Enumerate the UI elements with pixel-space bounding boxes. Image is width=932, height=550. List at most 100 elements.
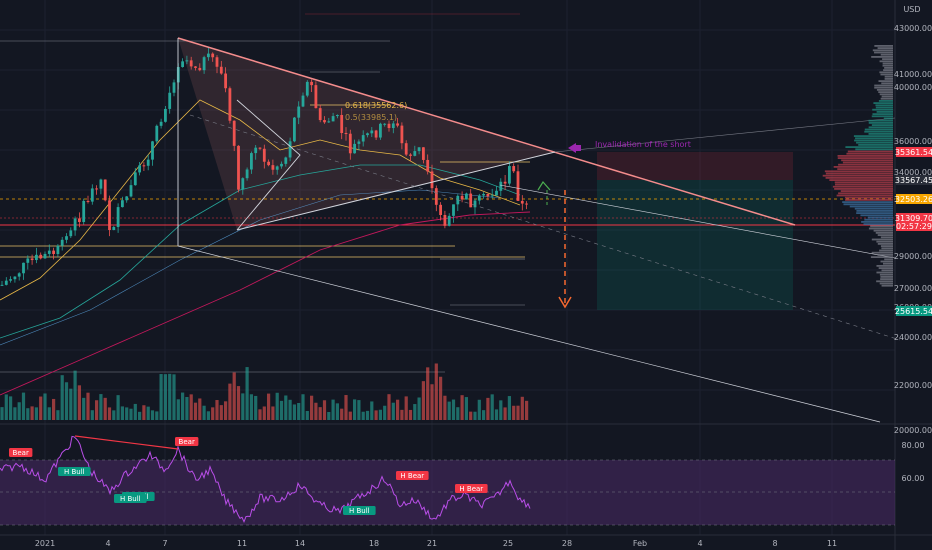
- candle-body[interactable]: [202, 57, 206, 71]
- candle-body[interactable]: [39, 254, 43, 259]
- candle-body[interactable]: [172, 82, 176, 93]
- candle-body[interactable]: [323, 120, 326, 123]
- candle-body[interactable]: [90, 188, 94, 202]
- candle-body[interactable]: [486, 193, 490, 197]
- candle-body[interactable]: [396, 123, 399, 126]
- candle-body[interactable]: [452, 204, 455, 216]
- short-projection[interactable]: [537, 180, 572, 309]
- candle-body[interactable]: [35, 254, 38, 261]
- candle-body[interactable]: [198, 67, 202, 71]
- candle-body[interactable]: [164, 108, 167, 122]
- candle-body[interactable]: [108, 200, 111, 231]
- horizontal-levels[interactable]: [0, 13, 895, 373]
- candle-body[interactable]: [129, 185, 133, 197]
- candle-body[interactable]: [151, 141, 154, 160]
- candle-body[interactable]: [301, 95, 305, 107]
- candle-body[interactable]: [146, 159, 150, 166]
- candle-body[interactable]: [447, 215, 451, 226]
- candle-body[interactable]: [434, 188, 438, 205]
- annotation-text[interactable]: Invalidation of the short: [595, 140, 691, 149]
- candle-body[interactable]: [250, 153, 253, 170]
- candle-body[interactable]: [477, 195, 481, 201]
- candle-body[interactable]: [142, 165, 146, 167]
- short-stop-zone[interactable]: [597, 152, 793, 180]
- candle-body[interactable]: [241, 178, 245, 190]
- candle-body[interactable]: [232, 120, 236, 146]
- candle-body[interactable]: [336, 114, 339, 117]
- candle-body[interactable]: [357, 141, 361, 144]
- candle-body[interactable]: [443, 214, 447, 226]
- candle-body[interactable]: [95, 188, 98, 190]
- candle-body[interactable]: [310, 81, 313, 86]
- candle-body[interactable]: [99, 179, 103, 189]
- candle-body[interactable]: [194, 66, 197, 68]
- candle-body[interactable]: [305, 81, 309, 96]
- candle-body[interactable]: [482, 193, 485, 196]
- candle-body[interactable]: [413, 151, 417, 156]
- candle-body[interactable]: [340, 114, 344, 134]
- candle-body[interactable]: [344, 133, 348, 135]
- candle-body[interactable]: [383, 123, 387, 125]
- candle-body[interactable]: [60, 239, 64, 246]
- candle-body[interactable]: [65, 236, 68, 240]
- candle-body[interactable]: [387, 123, 391, 129]
- candle-body[interactable]: [211, 53, 215, 58]
- candle-body[interactable]: [473, 200, 477, 208]
- candle-body[interactable]: [370, 130, 374, 134]
- candle-body[interactable]: [404, 143, 408, 155]
- candle-body[interactable]: [495, 190, 498, 196]
- candle-body[interactable]: [525, 203, 528, 205]
- candle-body[interactable]: [275, 166, 279, 170]
- candle-body[interactable]: [22, 262, 25, 274]
- candle-body[interactable]: [43, 253, 47, 259]
- candle-body[interactable]: [56, 245, 60, 255]
- candle-body[interactable]: [361, 135, 365, 142]
- candle-body[interactable]: [0, 284, 4, 286]
- candle-body[interactable]: [78, 218, 81, 223]
- candle-body[interactable]: [422, 147, 425, 160]
- candle-body[interactable]: [314, 85, 318, 109]
- candle-body[interactable]: [52, 250, 55, 255]
- candle-body[interactable]: [13, 276, 17, 280]
- candle-body[interactable]: [155, 125, 159, 142]
- candle-body[interactable]: [520, 200, 524, 204]
- candle-body[interactable]: [73, 218, 77, 231]
- candle-body[interactable]: [512, 166, 516, 172]
- candle-body[interactable]: [331, 116, 335, 122]
- candle-body[interactable]: [430, 171, 434, 189]
- candle-body[interactable]: [469, 193, 473, 208]
- candle-body[interactable]: [228, 88, 232, 121]
- candle-body[interactable]: [374, 130, 378, 138]
- candle-body[interactable]: [465, 193, 468, 200]
- candle-body[interactable]: [133, 172, 137, 186]
- candle-body[interactable]: [284, 157, 288, 164]
- candle-body[interactable]: [439, 204, 442, 215]
- candle-body[interactable]: [82, 200, 86, 223]
- candle-body[interactable]: [207, 53, 210, 58]
- candle-body[interactable]: [262, 148, 266, 162]
- candle-body[interactable]: [69, 230, 73, 237]
- candle-body[interactable]: [348, 133, 352, 154]
- candle-body[interactable]: [417, 147, 421, 152]
- candle-body[interactable]: [508, 166, 511, 184]
- candle-body[interactable]: [4, 280, 8, 285]
- candle-body[interactable]: [409, 154, 412, 156]
- candle-body[interactable]: [426, 159, 430, 172]
- candle-body[interactable]: [237, 145, 240, 190]
- candle-body[interactable]: [9, 279, 12, 281]
- candle-body[interactable]: [168, 92, 172, 109]
- time-axis[interactable]: 2021 4 7 11 14 18 21 25 28 Feb 4 8 11: [35, 539, 837, 548]
- candle-body[interactable]: [516, 171, 520, 201]
- candle-body[interactable]: [112, 227, 116, 231]
- candle-body[interactable]: [318, 108, 322, 121]
- candle-body[interactable]: [280, 163, 283, 167]
- candle-body[interactable]: [490, 195, 494, 197]
- candle-body[interactable]: [400, 125, 404, 144]
- candle-body[interactable]: [181, 61, 184, 68]
- candle-body[interactable]: [353, 143, 356, 154]
- candle-body[interactable]: [86, 200, 90, 202]
- candle-body[interactable]: [366, 133, 369, 136]
- candle-body[interactable]: [219, 66, 223, 74]
- candle-body[interactable]: [138, 165, 141, 173]
